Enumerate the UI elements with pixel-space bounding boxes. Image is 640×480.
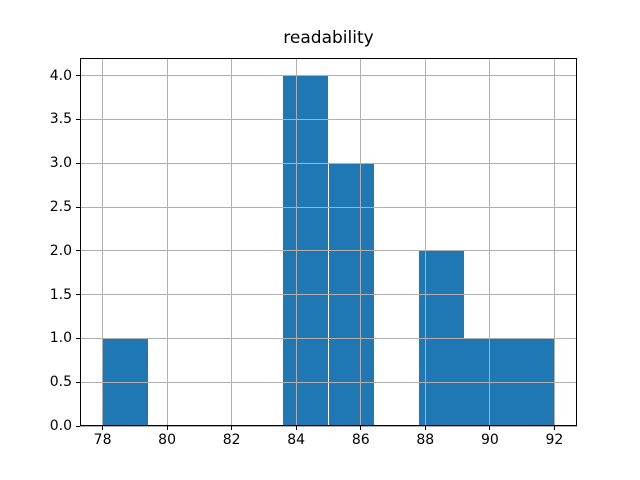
y-tick-label: 2.5: [49, 199, 72, 215]
x-tick-label: 80: [158, 432, 177, 448]
x-tick-label: 88: [416, 432, 435, 448]
chart-title: readability: [283, 28, 374, 48]
x-tick-mark: [424, 426, 426, 430]
y-tick-label: 0.5: [49, 374, 72, 391]
x-tick-label: 90: [480, 432, 499, 448]
y-tick-label: 1.5: [49, 286, 72, 303]
plot-area-border: [80, 58, 577, 426]
y-tick-label: 3.0: [49, 155, 72, 172]
x-tick-mark: [295, 426, 297, 430]
x-tick-label: 82: [222, 432, 241, 448]
x-tick-mark: [231, 426, 233, 430]
x-tick-label: 84: [287, 432, 306, 448]
x-tick-mark: [489, 426, 491, 430]
x-tick-mark: [166, 426, 168, 430]
x-tick-mark: [553, 426, 555, 430]
x-tick-mark: [102, 426, 104, 430]
y-tick-label: 4.0: [49, 67, 72, 84]
x-tick-label: 86: [351, 432, 370, 448]
x-tick-label: 78: [93, 432, 112, 448]
y-tick-label: 2.0: [49, 242, 72, 259]
y-tick-label: 3.5: [49, 111, 72, 128]
y-tick-label: 1.0: [49, 330, 72, 347]
y-tick-label: 0.0: [49, 418, 72, 434]
x-tick-label: 92: [545, 432, 564, 448]
x-tick-mark: [360, 426, 362, 430]
